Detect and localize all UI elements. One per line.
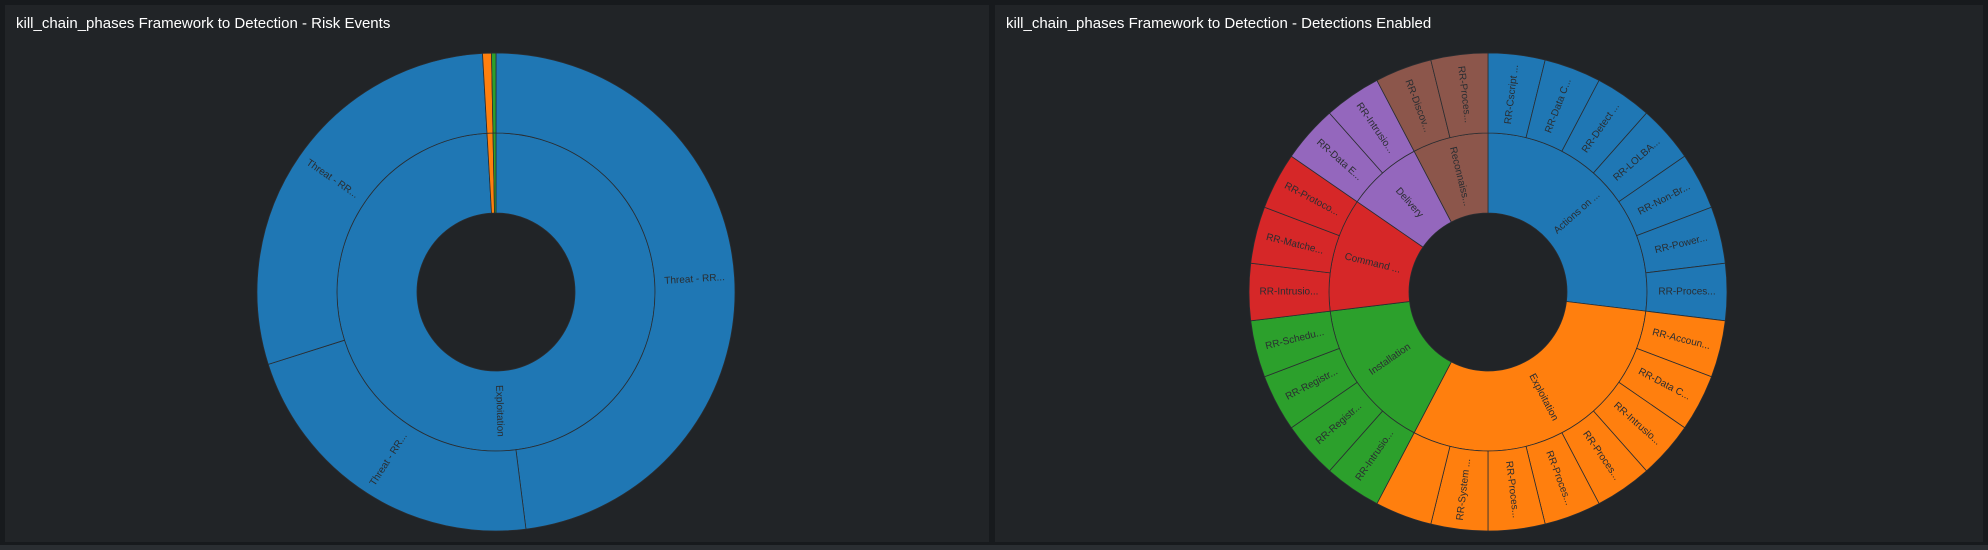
detections-enabled-panel: kill_chain_phases Framework to Detection…: [995, 5, 1983, 542]
outer-segment-blank[interactable]: [491, 52, 497, 134]
outer-label: Threat - RR...: [664, 272, 725, 287]
panel-title: kill_chain_phases Framework to Detection…: [16, 15, 391, 32]
ring-label: Exploitation: [493, 385, 505, 437]
outer-label: RR-Intrusio...: [1260, 287, 1319, 298]
detections-enabled-sunburst: RR-Cscript ... RR-Data C... RR-Detect ...R…: [1248, 52, 1728, 532]
risk-events-sunburst: Threat - RR...Threat - RR...Threat - RR.…: [256, 52, 736, 532]
outer-segment-threat-rr[interactable]: [256, 52, 488, 365]
outer-segment-rr-proces[interactable]: [1430, 52, 1489, 139]
outer-label: RR-Proces...: [1658, 287, 1715, 298]
outer-segment-threat-rr[interactable]: [495, 52, 736, 530]
next-row-strip: [0, 545, 1988, 550]
panel-title: kill_chain_phases Framework to Detection…: [1006, 15, 1432, 32]
risk-events-panel: kill_chain_phases Framework to Detection…: [5, 5, 989, 542]
